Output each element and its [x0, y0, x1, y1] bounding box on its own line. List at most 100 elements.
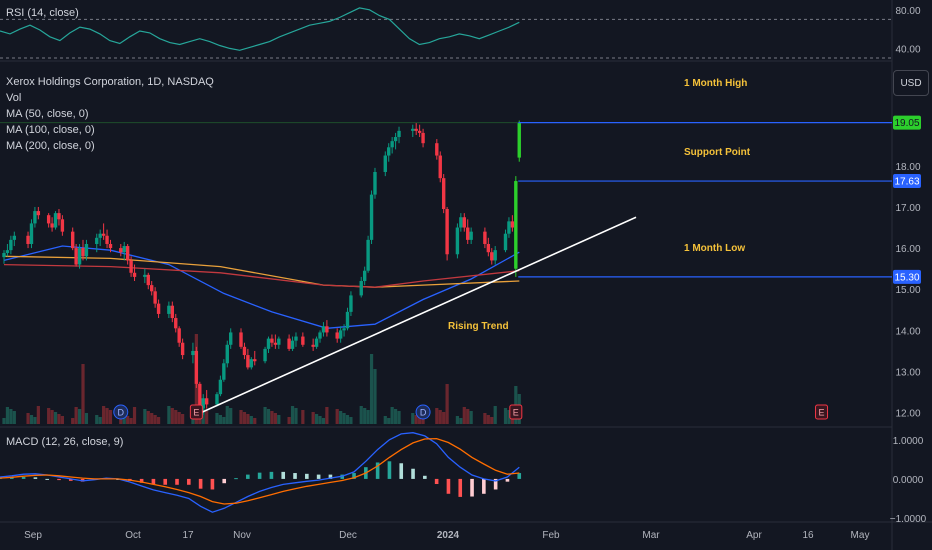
- candle-body: [170, 305, 175, 319]
- earnings-marker: [189, 404, 203, 420]
- macd-histogram-bar: [352, 473, 356, 479]
- volume-bar: [459, 418, 463, 424]
- candle-body: [311, 344, 315, 347]
- macd-histogram-bar: [328, 474, 333, 479]
- candle-body: [338, 330, 343, 339]
- candle-body: [517, 122, 521, 158]
- macd-histogram-bar: [446, 478, 451, 494]
- candle-body: [215, 394, 219, 405]
- earnings-marker: [815, 404, 829, 420]
- candle-body: [46, 215, 51, 224]
- candle-body: [486, 243, 491, 253]
- volume-bar: [98, 417, 102, 424]
- candle-body: [36, 211, 41, 216]
- earnings-marker-label: E: [819, 408, 825, 418]
- currency-button[interactable]: USD: [893, 70, 929, 96]
- candle-body: [455, 227, 460, 255]
- volume-bar: [438, 410, 442, 424]
- candle-body: [180, 342, 185, 356]
- rsi-legend[interactable]: RSI (14, close): [6, 7, 79, 19]
- candle-body: [222, 363, 226, 380]
- rising-trend-line[interactable]: [196, 216, 637, 416]
- volume-bar: [246, 414, 250, 424]
- macd-legend[interactable]: MACD (12, 26, close, 9): [6, 436, 124, 448]
- symbol-title[interactable]: Xerox Holdings Corporation, 1D, NASDAQ: [6, 76, 214, 88]
- volume-bar: [373, 369, 377, 424]
- macd-histogram-bar: [458, 478, 463, 497]
- candle-body: [119, 248, 123, 253]
- macd-histogram-bar: [257, 472, 262, 479]
- volume-bar: [177, 412, 181, 424]
- volume-bar: [393, 409, 398, 424]
- dividend-marker: [113, 404, 129, 420]
- volume-bar: [156, 417, 161, 424]
- price-tag: [893, 115, 921, 130]
- volume-bar: [486, 415, 490, 424]
- volume-bar: [57, 414, 61, 424]
- volume-bar: [466, 409, 470, 424]
- volume-bar: [418, 417, 422, 424]
- volume-legend[interactable]: Vol: [6, 92, 22, 104]
- candlesticks: [2, 120, 521, 415]
- volume-bar: [143, 409, 147, 424]
- candle-body: [2, 253, 6, 258]
- volume-bar: [105, 408, 109, 424]
- candle-body: [177, 328, 181, 343]
- candle-body: [318, 332, 322, 339]
- candle-body: [98, 233, 102, 238]
- volume-bar: [77, 409, 82, 424]
- volume-bar: [9, 409, 13, 424]
- price-tick-label: 16.00: [895, 244, 920, 255]
- candle-body: [26, 235, 30, 244]
- candle-body: [9, 239, 13, 251]
- ma100-legend[interactable]: MA (100, close, 0): [6, 124, 95, 136]
- macd-histogram-bar: [198, 478, 203, 489]
- volume-bar: [2, 418, 6, 424]
- candle-body: [150, 285, 154, 292]
- volume-bar: [26, 413, 30, 424]
- candle-body: [294, 336, 298, 341]
- candle-body: [129, 260, 133, 273]
- time-tick-label: Mar: [642, 530, 660, 541]
- candle-body: [246, 355, 250, 368]
- candle-body: [249, 359, 254, 368]
- candle-body: [359, 281, 363, 296]
- dividend-marker: [415, 404, 431, 420]
- price-tick-label: 17.00: [895, 203, 920, 214]
- volume-bar: [108, 410, 113, 424]
- candle-body: [191, 350, 195, 356]
- volume-bar: [387, 418, 391, 424]
- volume-bar: [150, 413, 154, 424]
- volume-bar: [5, 407, 10, 424]
- candle-body: [421, 132, 425, 144]
- candle-body: [53, 213, 58, 228]
- macd-histogram-bar: [57, 478, 61, 481]
- candle-body: [201, 398, 205, 409]
- volume-bar: [273, 413, 277, 424]
- macd-histogram-bar: [33, 477, 38, 479]
- macd-tick-label: 0.0000: [893, 475, 924, 486]
- time-tick-label: Oct: [125, 530, 141, 541]
- macd-histogram-bar: [305, 473, 309, 479]
- time-tick-label: Dec: [339, 530, 357, 541]
- candle-body: [5, 250, 10, 254]
- macd-histogram-bar: [470, 478, 474, 497]
- macd-histogram-bar: [151, 478, 156, 485]
- ma50-legend[interactable]: MA (50, close, 0): [6, 108, 89, 120]
- volume-bar: [29, 415, 34, 424]
- volume-bar: [53, 412, 58, 424]
- time-tick-label: Apr: [746, 530, 762, 541]
- candle-body: [503, 233, 508, 251]
- rsi-line: [0, 7, 520, 51]
- ma200-legend[interactable]: MA (200, close, 0): [6, 140, 95, 152]
- volume-bar: [301, 410, 305, 424]
- volume-bar: [225, 406, 229, 424]
- candle-body: [277, 338, 281, 345]
- candle-body: [146, 274, 150, 286]
- annotation-1-month-high: 1 Month High: [684, 78, 747, 89]
- volume-bar: [81, 364, 85, 424]
- volume-bar: [84, 413, 89, 424]
- annotation-rising-trend: Rising Trend: [448, 321, 509, 332]
- candle-body: [393, 137, 398, 142]
